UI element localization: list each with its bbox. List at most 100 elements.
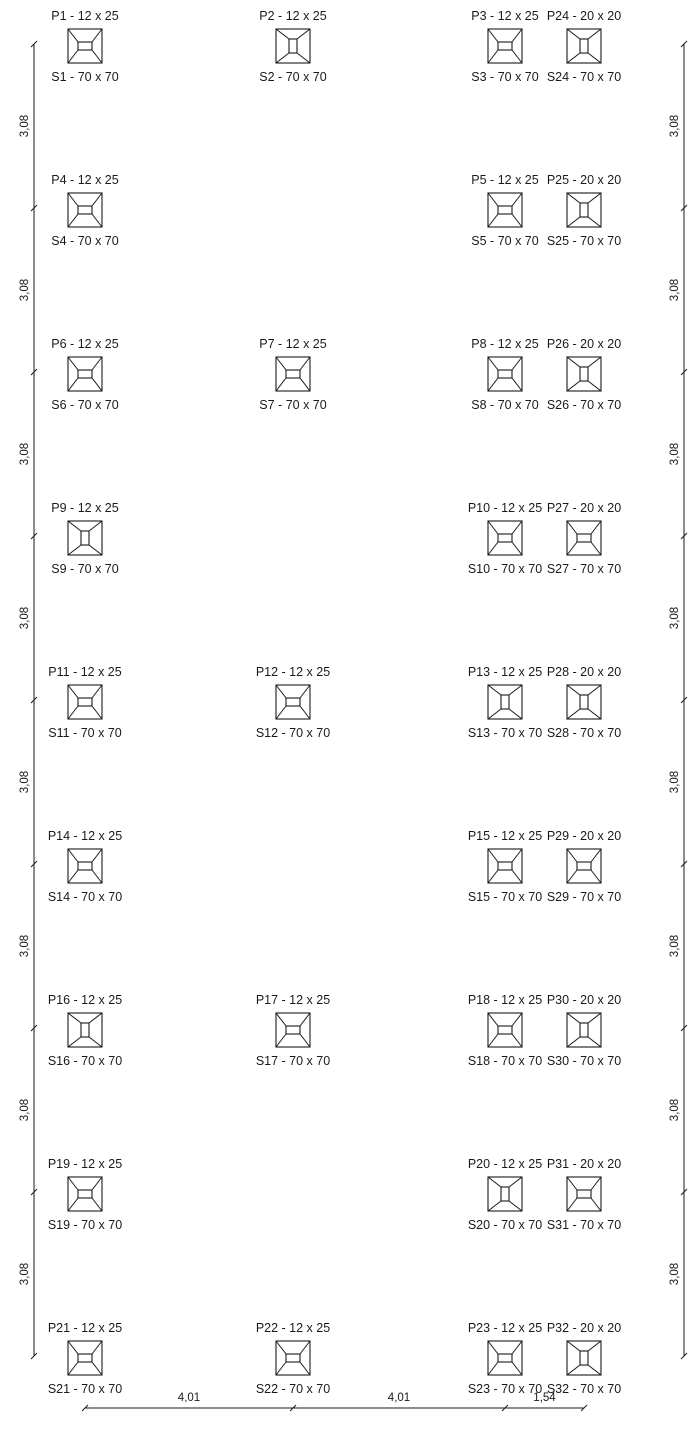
footing bbox=[67, 1176, 103, 1212]
dimension-tick bbox=[289, 1404, 297, 1412]
pillar-label: P12 - 12 x 25 bbox=[256, 665, 330, 679]
footing-slope-line bbox=[566, 1340, 581, 1352]
pillar-section bbox=[497, 533, 513, 543]
pillar-label: P8 - 12 x 25 bbox=[471, 337, 538, 351]
footing bbox=[275, 1012, 311, 1048]
footing bbox=[566, 28, 602, 64]
footing bbox=[566, 1176, 602, 1212]
dimension-label: 3,08 bbox=[669, 443, 681, 465]
base-label: S22 - 70 x 70 bbox=[256, 1382, 330, 1396]
pillar-label: P11 - 12 x 25 bbox=[48, 665, 121, 679]
dimension-label: 3,08 bbox=[19, 115, 31, 137]
footing-slope-line bbox=[587, 216, 602, 228]
base-label: S12 - 70 x 70 bbox=[256, 726, 330, 740]
pillar-label: P9 - 12 x 25 bbox=[51, 501, 118, 515]
base-label: S4 - 70 x 70 bbox=[51, 234, 118, 248]
footing-slope-line bbox=[590, 541, 602, 556]
footing-base-outline bbox=[487, 1340, 523, 1376]
pillar-section bbox=[579, 38, 589, 54]
pillar-section bbox=[497, 1353, 513, 1363]
footing-slope-line bbox=[508, 708, 523, 720]
footing-slope-line bbox=[511, 377, 523, 392]
footing-slope-line bbox=[587, 1012, 602, 1024]
footing-slope-line bbox=[566, 520, 578, 535]
footing-slope-line bbox=[67, 684, 79, 699]
footing-slope-line bbox=[67, 848, 79, 863]
pillar-section bbox=[288, 38, 298, 54]
footing bbox=[487, 520, 523, 556]
footing-slope-line bbox=[91, 869, 103, 884]
base-label: S25 - 70 x 70 bbox=[547, 234, 621, 248]
pillar-label: P5 - 12 x 25 bbox=[471, 173, 538, 187]
footing-slope-line bbox=[566, 52, 581, 64]
pillar-section bbox=[77, 369, 93, 379]
footing bbox=[67, 356, 103, 392]
base-label: S21 - 70 x 70 bbox=[48, 1382, 122, 1396]
footing-slope-line bbox=[275, 1361, 287, 1376]
footing bbox=[487, 1340, 523, 1376]
footing-slope-line bbox=[91, 1176, 103, 1191]
footing bbox=[487, 28, 523, 64]
pillar-label: P32 - 20 x 20 bbox=[547, 1321, 621, 1335]
dimension-tick bbox=[30, 368, 38, 376]
dimension-tick bbox=[30, 532, 38, 540]
footing-slope-line bbox=[590, 520, 602, 535]
footing-slope-line bbox=[91, 1197, 103, 1212]
base-label: S8 - 70 x 70 bbox=[471, 398, 538, 412]
footing-slope-line bbox=[299, 356, 311, 371]
footing-slope-line bbox=[587, 708, 602, 720]
footing-slope-line bbox=[590, 1176, 602, 1191]
dimension-tick bbox=[680, 1024, 688, 1032]
dimension-tick bbox=[680, 40, 688, 48]
footing bbox=[487, 1012, 523, 1048]
pillar-section bbox=[576, 1189, 592, 1199]
pillar-section bbox=[500, 1186, 510, 1202]
footing bbox=[566, 1340, 602, 1376]
dimension-label: 3,08 bbox=[19, 771, 31, 793]
footing-slope-line bbox=[511, 1340, 523, 1355]
pillar-section bbox=[497, 205, 513, 215]
base-label: S24 - 70 x 70 bbox=[547, 70, 621, 84]
dimension-label: 3,08 bbox=[19, 1099, 31, 1121]
footing bbox=[487, 356, 523, 392]
footing bbox=[566, 684, 602, 720]
footing-slope-line bbox=[275, 1340, 287, 1355]
footing-slope-line bbox=[587, 28, 602, 40]
base-label: S1 - 70 x 70 bbox=[51, 70, 118, 84]
footing-slope-line bbox=[511, 213, 523, 228]
footing-slope-line bbox=[296, 28, 311, 40]
footing-slope-line bbox=[487, 684, 502, 696]
footing bbox=[487, 848, 523, 884]
footing bbox=[67, 520, 103, 556]
base-label: S16 - 70 x 70 bbox=[48, 1054, 122, 1068]
pillar-label: P6 - 12 x 25 bbox=[51, 337, 118, 351]
footing-base-outline bbox=[566, 520, 602, 556]
footing-slope-line bbox=[566, 1012, 581, 1024]
footing-slope-line bbox=[511, 869, 523, 884]
pillar-label: P26 - 20 x 20 bbox=[547, 337, 621, 351]
pillar-label: P1 - 12 x 25 bbox=[51, 9, 118, 23]
footing-slope-line bbox=[67, 1036, 82, 1048]
footing bbox=[67, 1340, 103, 1376]
pillar-section bbox=[579, 366, 589, 382]
footing bbox=[67, 848, 103, 884]
pillar-label: P27 - 20 x 20 bbox=[547, 501, 621, 515]
footing-base-outline bbox=[487, 1012, 523, 1048]
dimension-tick bbox=[30, 1188, 38, 1196]
footing-slope-line bbox=[275, 28, 290, 40]
footing-slope-line bbox=[67, 1361, 79, 1376]
dimension-label: 3,08 bbox=[669, 279, 681, 301]
dimension-tick bbox=[30, 204, 38, 212]
footing-slope-line bbox=[88, 544, 103, 556]
footing-slope-line bbox=[508, 684, 523, 696]
footing-slope-line bbox=[566, 684, 581, 696]
dimension-label: 3,08 bbox=[669, 607, 681, 629]
footing-slope-line bbox=[590, 869, 602, 884]
footing-slope-line bbox=[91, 49, 103, 64]
footing-slope-line bbox=[299, 705, 311, 720]
footing-slope-line bbox=[511, 28, 523, 43]
footing-slope-line bbox=[511, 1012, 523, 1027]
dimension-tick bbox=[680, 368, 688, 376]
footing-slope-line bbox=[91, 705, 103, 720]
pillar-section bbox=[285, 369, 301, 379]
